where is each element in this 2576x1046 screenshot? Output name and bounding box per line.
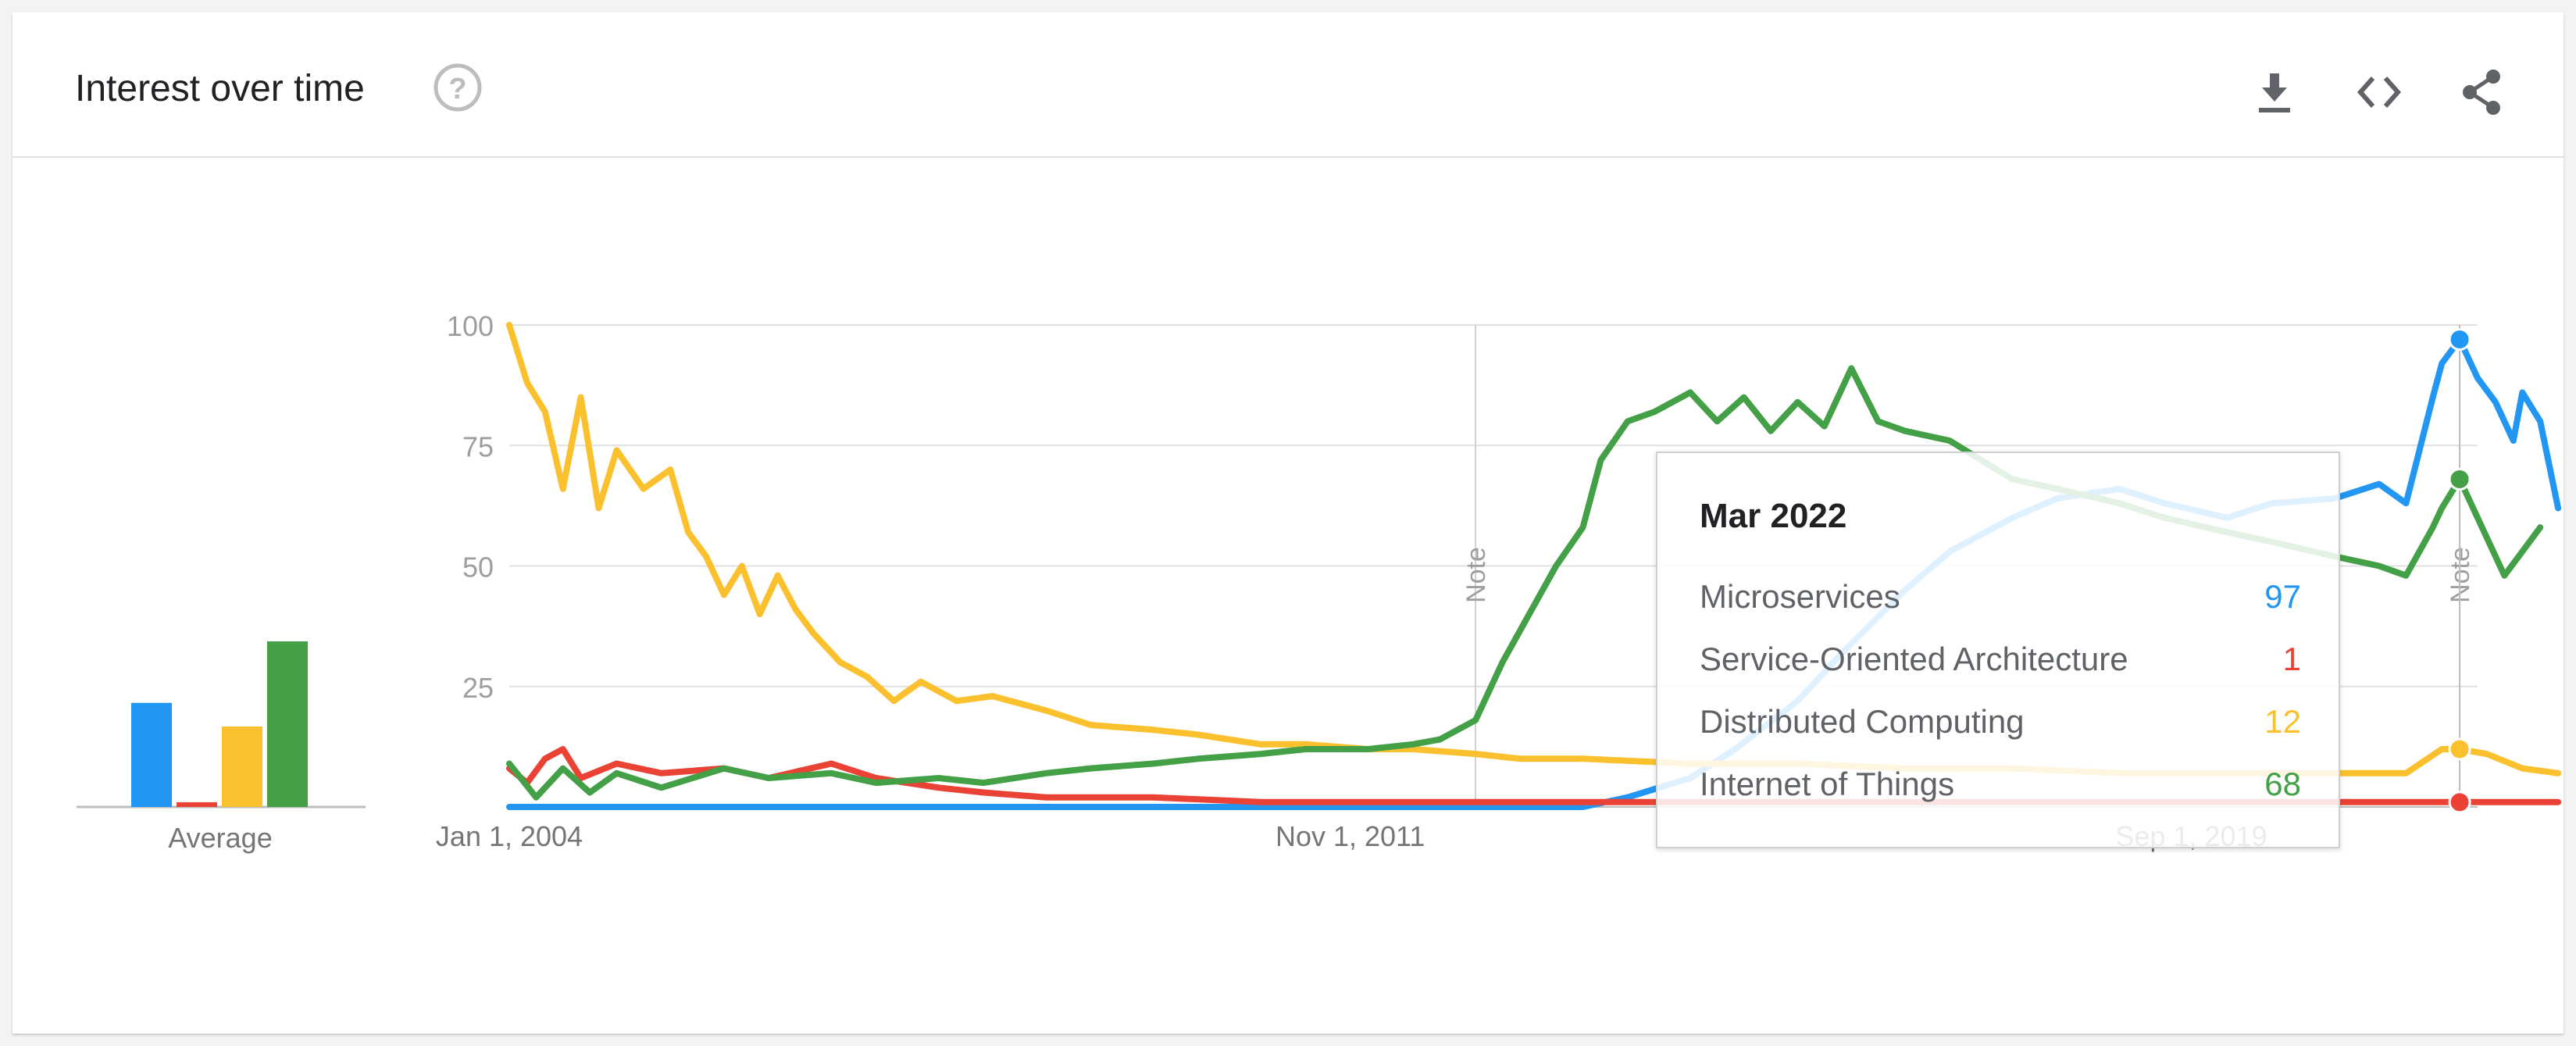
average-bar <box>267 641 308 807</box>
hover-point <box>2448 791 2471 814</box>
tooltip-label: Microservices <box>1700 578 1900 615</box>
average-bar <box>222 726 262 807</box>
x-tick-label: Jan 1, 2004 <box>436 820 583 852</box>
y-tick-label: 100 <box>447 310 494 342</box>
tooltip-value: 97 <box>2264 578 2301 615</box>
tooltip-row-microservices: Microservices 97 <box>1700 578 2301 625</box>
hover-point <box>2448 328 2471 352</box>
tooltip-value: 68 <box>2264 766 2301 802</box>
share-icon[interactable] <box>2457 67 2507 117</box>
y-tick-label: 75 <box>462 430 494 462</box>
note-label: Note <box>1461 547 1491 603</box>
download-icon[interactable] <box>2250 67 2299 117</box>
y-tick-label: 50 <box>462 552 494 584</box>
tooltip-value: 12 <box>2264 703 2301 740</box>
hover-point <box>2448 737 2471 761</box>
tooltip-label: Distributed Computing <box>1700 703 2025 740</box>
embed-code-icon[interactable] <box>2354 67 2404 117</box>
tooltip-row-distributed-computing: Distributed Computing 12 <box>1700 703 2301 750</box>
help-circle-icon[interactable]: ? <box>433 62 483 112</box>
tooltip-label: Service-Oriented Architecture <box>1700 641 2128 677</box>
svg-text:?: ? <box>448 73 466 105</box>
average-bar <box>131 702 172 807</box>
card-title: Interest over time <box>75 68 365 109</box>
tooltip-row-soa: Service-Oriented Architecture 1 <box>1700 641 2301 687</box>
x-tick-label: Nov 1, 2011 <box>1276 820 1425 852</box>
hover-point <box>2448 467 2471 491</box>
interest-over-time-card: Interest over time ? 100 75 50 25 Jan 1, 200… <box>12 12 2564 1034</box>
tooltip-date: Mar 2022 <box>1700 497 1847 535</box>
y-tick-label: 25 <box>462 672 494 704</box>
hover-tooltip: Mar 2022 Microservices 97 Service-Orient… <box>1656 452 2340 848</box>
average-bar <box>177 801 217 807</box>
tooltip-value: 1 <box>2282 641 2301 677</box>
tooltip-row-internet-of-things: Internet of Things 68 <box>1700 766 2301 812</box>
average-label: Average <box>168 822 272 854</box>
card-header: Interest over time ? <box>12 12 2564 158</box>
tooltip-label: Internet of Things <box>1700 766 1955 802</box>
